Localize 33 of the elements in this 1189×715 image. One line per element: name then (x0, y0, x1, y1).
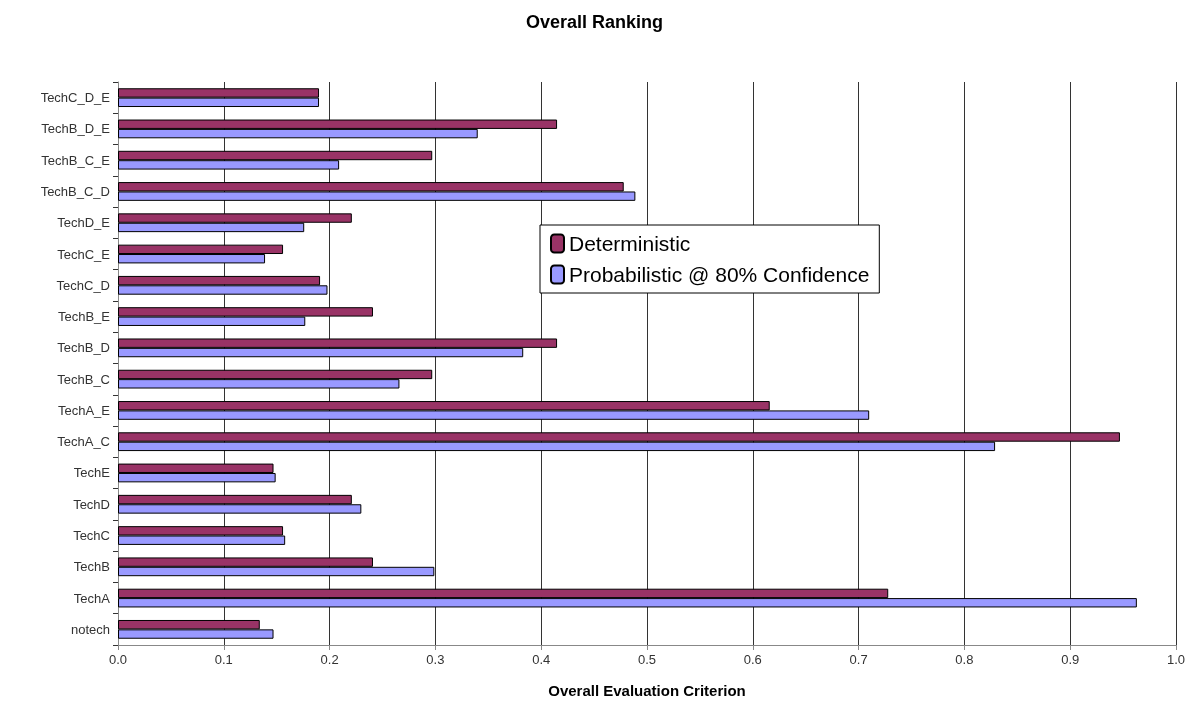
x-tick-label: 0.6 (743, 652, 762, 667)
x-tick-label: 0.3 (426, 652, 445, 667)
y-tick-label: TechC_E (57, 246, 111, 262)
y-tick-label: TechC (73, 528, 110, 544)
y-tick-label: TechA (73, 590, 111, 606)
y-tick-label: TechB_C (57, 371, 110, 387)
y-tick-label: TechB (73, 559, 110, 575)
y-tick-label: TechE (73, 465, 111, 481)
y-tick-label: TechB_C_D (40, 183, 110, 199)
y-tick-label: TechA_E (57, 402, 111, 418)
y-tick-label: TechB_D_E (41, 121, 111, 137)
y-tick-label: TechB_C_E (41, 152, 111, 168)
x-tick-label: 0.9 (1061, 652, 1080, 667)
y-tick-label: TechD_E (57, 215, 111, 231)
y-tick-label: TechD (73, 496, 110, 512)
x-axis-title: Overall Evaluation Criterion (548, 682, 746, 699)
y-tick-label: TechB_D (57, 340, 110, 356)
x-tick-label: 0.2 (320, 652, 339, 667)
x-tick-label: 1.0 (1166, 652, 1186, 667)
chart-title: Overall Ranking (525, 12, 664, 32)
legend-label: Deterministic (569, 232, 691, 255)
x-tick-label: 0.0 (108, 652, 128, 667)
x-tick-label: 0.4 (532, 652, 551, 667)
y-tick-label: TechC_D (56, 277, 110, 293)
y-tick-label: TechA_C (57, 434, 110, 450)
y-tick-label: notech (70, 621, 110, 637)
legend-label: Probabilistic @ 80% Confidence (569, 263, 870, 286)
y-tick-label: TechB_E (57, 309, 111, 325)
x-tick-label: 0.8 (955, 652, 974, 667)
x-tick-label: 0.7 (849, 652, 868, 667)
y-tick-label: TechC_D_E (40, 90, 111, 106)
x-tick-label: 0.1 (214, 652, 233, 667)
x-tick-label: 0.5 (637, 652, 657, 667)
